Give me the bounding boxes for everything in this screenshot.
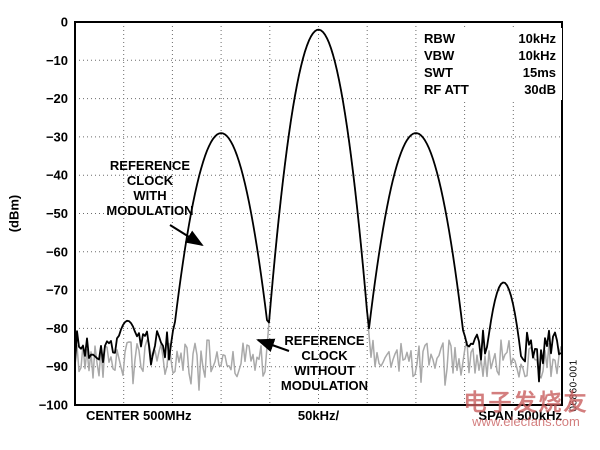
- setting-rbw: RBW 10kHz: [424, 30, 556, 47]
- svg-text:−70: −70: [46, 283, 68, 298]
- setting-rf-att: RF ATT 30dB: [424, 81, 556, 98]
- setting-value: 15ms: [522, 65, 556, 80]
- plot-border: [74, 21, 563, 406]
- setting-label: RBW: [424, 31, 456, 46]
- spectrum-traces: [74, 28, 562, 391]
- svg-text:−50: −50: [46, 206, 68, 221]
- svg-text:−40: −40: [46, 168, 68, 183]
- setting-swt: SWT 15ms: [424, 64, 556, 81]
- setting-label: VBW: [424, 48, 455, 63]
- setting-value: 10kHz: [518, 48, 556, 63]
- svg-text:0: 0: [61, 15, 68, 30]
- arrow-with-modulation: [169, 224, 204, 247]
- setting-vbw: VBW 10kHz: [424, 47, 556, 64]
- arrow-without-modulation: [256, 338, 290, 352]
- annotation-with-modulation: REFERENCE CLOCK WITH MODULATION: [106, 158, 194, 218]
- setting-value: 10kHz: [518, 31, 556, 46]
- setting-label: RF ATT: [424, 82, 469, 97]
- setting-value: 30dB: [524, 82, 556, 97]
- svg-text:−90: −90: [46, 359, 68, 374]
- svg-text:−10: −10: [46, 53, 68, 68]
- svg-text:−20: −20: [46, 91, 68, 106]
- x-axis-center-frequency: CENTER 500MHz: [86, 408, 192, 423]
- svg-text:−30: −30: [46, 129, 68, 144]
- svg-text:−60: −60: [46, 244, 68, 259]
- svg-text:−100: −100: [39, 398, 68, 413]
- x-axis-span: SPAN 500kHz: [478, 408, 562, 423]
- setting-label: SWT: [424, 65, 453, 80]
- y-axis-tick-labels: 0 −10 −20 −30 −40 −50 −60 −70 −80 −90 −100: [39, 15, 68, 413]
- annotation-without-modulation: REFERENCE CLOCK WITHOUT MODULATION: [280, 333, 369, 393]
- x-axis-scale-per-division: 50kHz/: [297, 408, 340, 423]
- svg-text:−80: −80: [46, 321, 68, 336]
- measurement-settings-box: RBW 10kHz VBW 10kHz SWT 15ms RF ATT 30dB: [418, 28, 562, 100]
- y-axis-title: (dBm): [6, 194, 22, 233]
- figure-number: 06860-001: [568, 359, 580, 412]
